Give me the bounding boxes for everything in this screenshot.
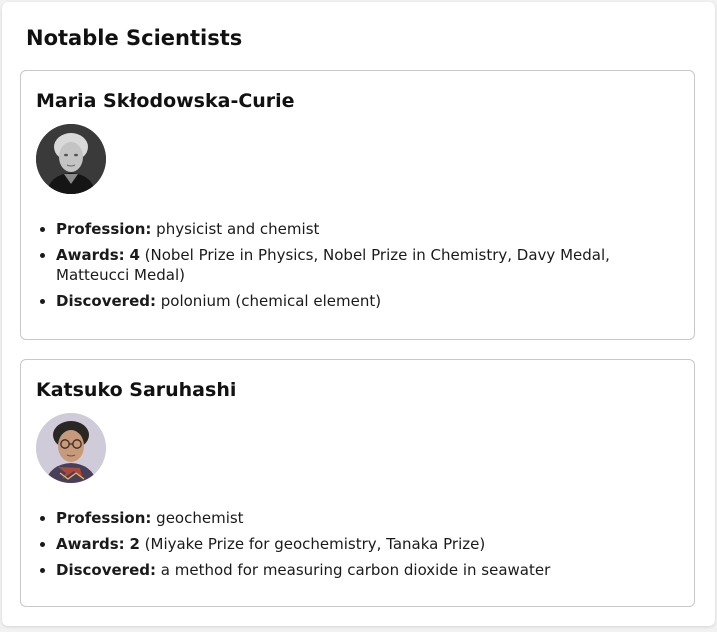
scientist-card-curie: Maria Skłodowska-Curie Profession: physi… <box>20 70 695 340</box>
scientist-facts-list: Profession: geochemist Awards: 2 (Miyake… <box>36 508 676 586</box>
scientist-card-saruhashi: Katsuko Saruhashi Profession: geochemist <box>20 359 695 607</box>
scientist-name: Maria Skłodowska-Curie <box>36 90 295 112</box>
discovered-label: Discovered: <box>56 561 156 579</box>
portrait-photo-icon <box>36 124 106 194</box>
profession-value: physicist and chemist <box>156 220 320 238</box>
discovered-item: Discovered: a method for measuring carbo… <box>56 560 676 580</box>
awards-item: Awards: 2 (Miyake Prize for geochemistry… <box>56 534 676 554</box>
awards-count: 2 <box>129 535 140 553</box>
portrait-photo-icon <box>36 124 106 194</box>
page-title: Notable Scientists <box>26 26 243 50</box>
profession-item: Profession: geochemist <box>56 508 676 528</box>
awards-label: Awards: <box>56 246 125 264</box>
profession-label: Profession: <box>56 220 152 238</box>
awards-item: Awards: 4 (Nobel Prize in Physics, Nobel… <box>56 245 676 285</box>
profession-value: geochemist <box>156 509 244 527</box>
portrait-photo-icon <box>36 413 106 483</box>
scientist-name: Katsuko Saruhashi <box>36 379 237 401</box>
profession-label: Profession: <box>56 509 152 527</box>
discovered-value: a method for measuring carbon dioxide in… <box>160 561 551 579</box>
awards-count: 4 <box>129 246 140 264</box>
discovered-value: polonium (chemical element) <box>160 292 382 310</box>
discovered-label: Discovered: <box>56 292 156 310</box>
scientist-facts-list: Profession: physicist and chemist Awards… <box>36 219 676 317</box>
awards-list: (Miyake Prize for geochemistry, Tanaka P… <box>144 535 486 553</box>
awards-label: Awards: <box>56 535 125 553</box>
portrait-photo-icon <box>36 413 106 483</box>
discovered-item: Discovered: polonium (chemical element) <box>56 291 676 311</box>
profession-item: Profession: physicist and chemist <box>56 219 676 239</box>
awards-list: (Nobel Prize in Physics, Nobel Prize in … <box>56 246 610 284</box>
